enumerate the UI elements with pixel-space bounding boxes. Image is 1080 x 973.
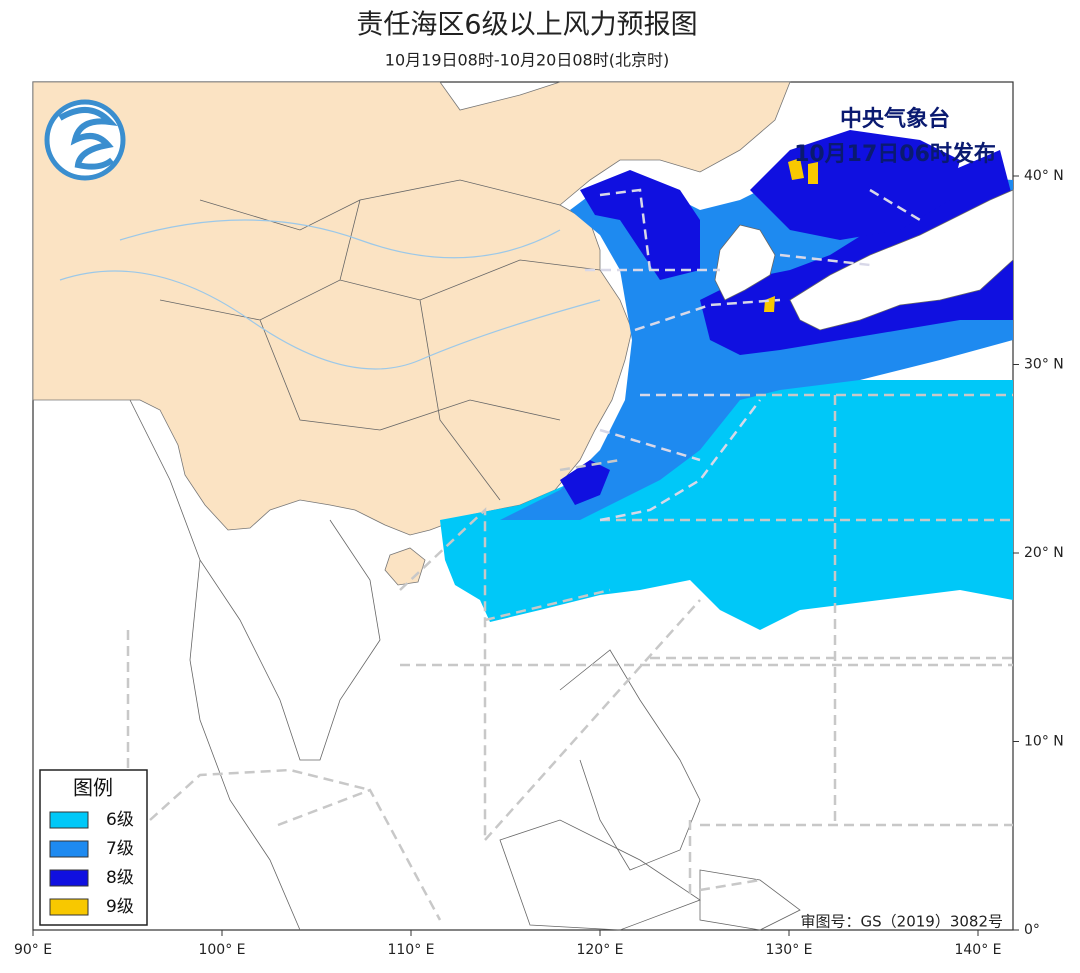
x-tick-label: 140° E <box>954 942 1001 958</box>
legend-swatch <box>49 811 89 829</box>
legend-title: 图例 <box>73 776 113 800</box>
legend-swatch <box>49 869 89 887</box>
axes: 90° E 100° E 110° E 120° E 130° E 140° E 40° N… <box>14 168 1064 958</box>
issue-time: 10月17日06时发布 <box>794 141 996 167</box>
y-tick-label: 10° N <box>1024 734 1064 750</box>
x-tick-label: 100° E <box>198 942 245 958</box>
title: 责任海区6级以上风力预报图 <box>356 10 697 41</box>
legend: 图例 6级 7级 8级 9级 <box>39 769 148 926</box>
subtitle: 10月19日08时-10月20日08时(北京时) <box>385 51 669 70</box>
issuer-agency: 中央气象台 <box>840 106 950 132</box>
y-tick-label: 0° <box>1024 922 1040 938</box>
y-tick-label: 40° N <box>1024 168 1064 184</box>
map <box>32 81 1014 931</box>
legend-swatch <box>49 898 89 916</box>
map-number: 审图号：GS（2019）3082号 <box>801 913 1004 931</box>
legend-swatch <box>49 840 89 858</box>
x-tick-label: 120° E <box>576 942 623 958</box>
legend-label: 7级 <box>106 839 134 859</box>
legend-label: 6级 <box>106 810 134 830</box>
y-tick-label: 20° N <box>1024 545 1064 561</box>
y-tick-label: 30° N <box>1024 357 1064 373</box>
x-tick-label: 130° E <box>765 942 812 958</box>
x-tick-label: 90° E <box>14 942 52 958</box>
legend-label: 8级 <box>106 868 134 888</box>
legend-label: 9级 <box>106 897 134 917</box>
x-tick-label: 110° E <box>387 942 434 958</box>
